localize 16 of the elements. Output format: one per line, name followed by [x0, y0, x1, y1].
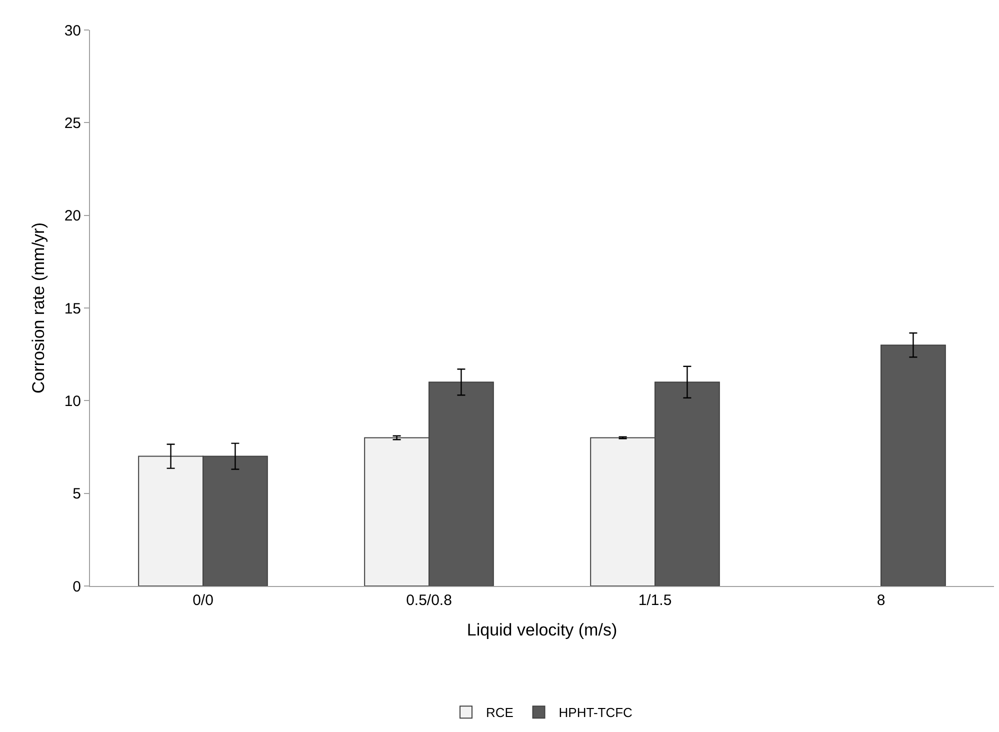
y-tick-label: 30: [64, 22, 81, 40]
bar: [880, 344, 946, 586]
x-axis-title: Liquid velocity (m/s): [466, 620, 618, 640]
y-axis-title: Corrosion rate (mm/yr): [28, 222, 48, 394]
legend-label: RCE: [486, 705, 514, 720]
y-tick-label: 25: [64, 114, 81, 132]
y-tick-label: 5: [72, 486, 81, 503]
y-tick-label: 10: [64, 392, 81, 410]
x-tick-label: 8: [876, 592, 886, 609]
x-tick-label: 0/0: [192, 592, 214, 609]
y-tick-label: 0: [72, 578, 81, 596]
y-tick-label: 20: [64, 208, 81, 225]
x-tick-label: 1/1.5: [638, 592, 672, 609]
legend-label: HPHT-TCFC: [558, 705, 632, 720]
x-tick-label: 0.5/0.8: [406, 592, 452, 609]
y-tick-label: 15: [64, 300, 81, 318]
